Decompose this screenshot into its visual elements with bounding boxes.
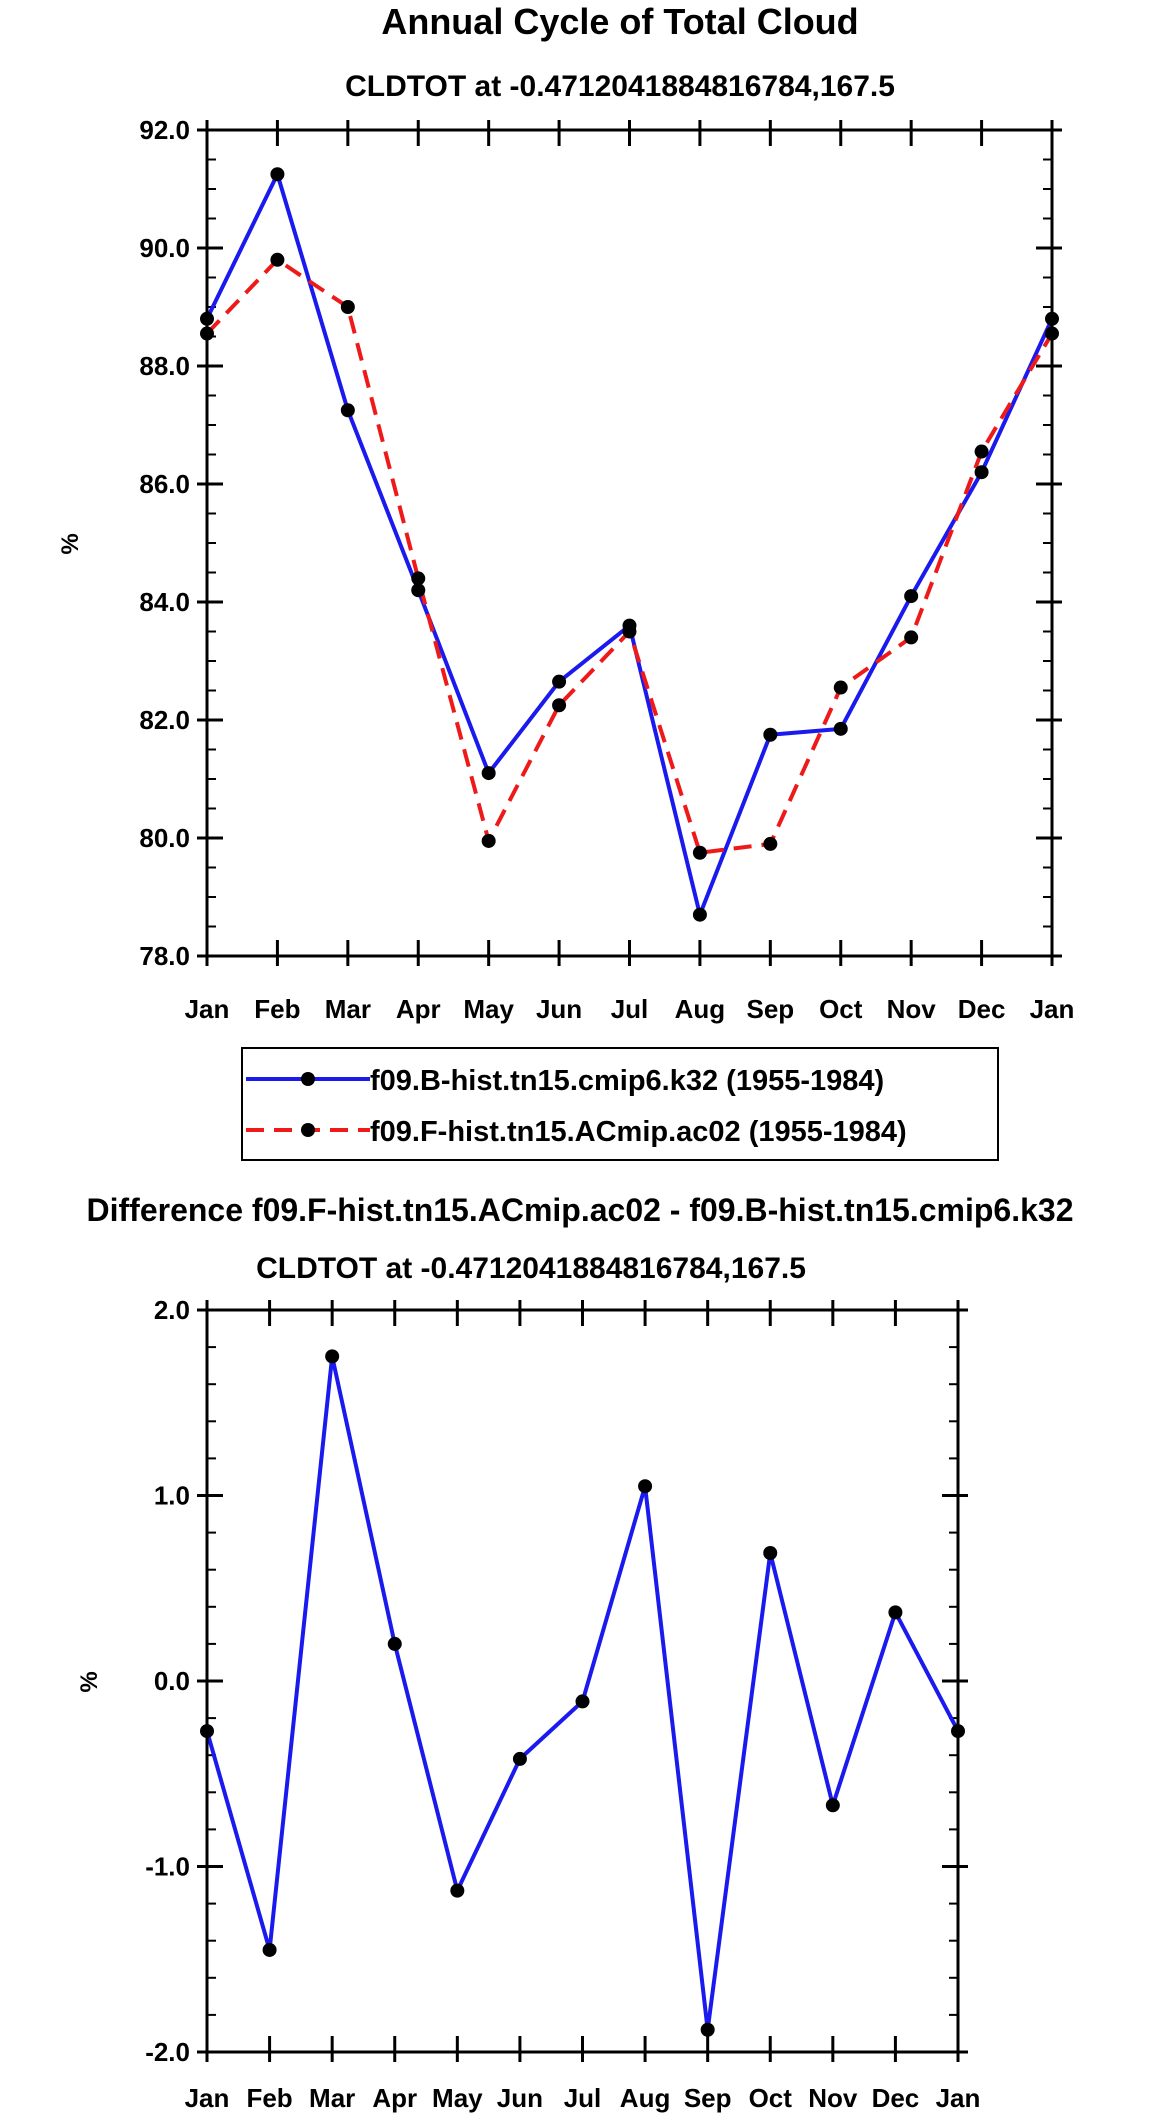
data-point-s1 [833,721,848,736]
y-tick-label: 92.0 [139,115,190,145]
chart1-ticks [197,120,1062,966]
chart2-xtick-labels: Jan Feb Mar Apr May Jun Jul Aug Sep Oct Nov Dec Jan [185,2083,981,2113]
x-tick-label: Apr [372,2083,417,2113]
y-tick-label: 90.0 [139,233,190,263]
x-tick-label: Nov [808,2083,858,2113]
x-tick-label: Sep [746,994,794,1024]
data-point-s2 [904,630,919,645]
data-point-s2 [622,624,637,639]
data-point-s1 [270,167,285,182]
x-tick-label: Aug [620,2083,671,2113]
chart1-xtick-labels: Jan Feb Mar Apr May Jun Jul Aug Sep Oct Nov Dec Jan [185,994,1075,1024]
x-tick-label: Apr [396,994,441,1024]
legend-marker-1 [301,1072,315,1086]
y-tick-label: -2.0 [145,2037,190,2067]
chart2-ylabel: % [76,1671,103,1692]
y-tick-label: 78.0 [139,941,190,971]
data-point-s1 [575,1694,590,1709]
data-point-s1 [763,1546,778,1561]
data-point-s1 [325,1349,340,1364]
data-point-s2 [974,444,989,459]
chart1-series [200,167,1059,922]
x-tick-label: Jul [611,994,649,1024]
x-tick-label: Jun [497,2083,543,2113]
data-point-s2 [270,252,285,267]
x-tick-label: Dec [958,994,1006,1024]
x-tick-label: Jan [185,994,230,1024]
y-tick-label: 86.0 [139,469,190,499]
data-point-s2 [340,300,355,314]
chart2-ticks [197,1300,968,2062]
data-point-s1 [974,465,989,480]
legend-label-1: f09.B-hist.tn15.cmip6.k32 (1955-1984) [370,1065,884,1097]
data-point-s1 [512,1751,527,1766]
x-tick-label: Jun [536,994,582,1024]
y-tick-label: -1.0 [145,1852,190,1882]
x-tick-label: Aug [675,994,726,1024]
data-point-s2 [411,571,426,586]
y-tick-label: 0.0 [154,1666,190,1696]
x-tick-label: May [432,2083,483,2113]
chart1-subtitle: CLDTOT at -0.4712041884816784,167.5 [345,70,895,103]
x-tick-label: Mar [325,994,371,1024]
y-tick-label: 84.0 [139,587,190,617]
y-tick-label: 82.0 [139,705,190,735]
chart2-ytick-labels: -2.0 -1.0 0.0 1.0 2.0 [145,1295,190,2067]
x-tick-label: Jan [1030,994,1075,1024]
x-tick-label: Jul [564,2083,602,2113]
x-tick-label: Jan [185,2083,230,2113]
x-tick-label: Sep [684,2083,732,2113]
chart2-series [200,1349,965,2037]
data-point-s1 [411,583,426,598]
x-tick-label: Jan [936,2083,981,2113]
x-tick-label: Feb [246,2083,292,2113]
data-point-s2 [552,698,567,713]
legend-box [241,1047,999,1161]
y-tick-label: 2.0 [154,1295,190,1325]
x-tick-label: Oct [819,994,863,1024]
chart1-title: Annual Cycle of Total Cloud [381,1,858,42]
data-point-s1 [638,1479,653,1494]
y-tick-label: 1.0 [154,1481,190,1511]
series-line-1 [205,1354,960,2032]
data-point-s1 [700,2022,715,2037]
data-point-s1 [387,1636,402,1651]
chart1-ytick-labels: 78.0 80.0 82.0 84.0 86.0 88.0 90.0 92.0 [139,115,190,971]
data-point-s1 [262,1942,277,1957]
data-point-s1 [888,1605,903,1620]
data-point-s1 [692,907,707,922]
chart1-plot-frame [205,128,1054,958]
data-point-s2 [692,845,707,860]
data-point-s2 [833,680,848,695]
x-tick-label: Dec [872,2083,920,2113]
x-tick-label: May [463,994,514,1024]
chart1-legend: f09.B-hist.tn15.cmip6.k32 (1955-1984) f0… [241,1047,999,1161]
data-point-s1 [450,1883,465,1898]
x-tick-label: Nov [887,994,937,1024]
x-tick-label: Mar [309,2083,355,2113]
data-point-s1 [825,1798,840,1813]
data-point-s1 [552,674,567,689]
data-point-s1 [481,766,496,781]
chart2-title: Difference f09.F-hist.tn15.ACmip.ac02 - … [87,1192,1074,1228]
chart2-subtitle: CLDTOT at -0.4712041884816784,167.5 [256,1252,806,1285]
data-point-s1 [763,727,778,742]
chart2-plot-frame [205,1308,960,2054]
data-point-s1 [340,403,355,418]
data-point-s1 [904,589,919,604]
legend-marker-2 [301,1123,315,1137]
chart1-ylabel: % [57,533,84,554]
series-line-2 [205,257,1054,855]
data-point-s2 [481,833,496,848]
data-point-s2 [763,836,778,851]
series-line-1 [205,172,1054,917]
legend-label-2: f09.F-hist.tn15.ACmip.ac02 (1955-1984) [370,1116,907,1148]
x-tick-label: Feb [254,994,300,1024]
x-tick-label: Oct [749,2083,793,2113]
y-tick-label: 88.0 [139,351,190,381]
y-tick-label: 80.0 [139,823,190,853]
